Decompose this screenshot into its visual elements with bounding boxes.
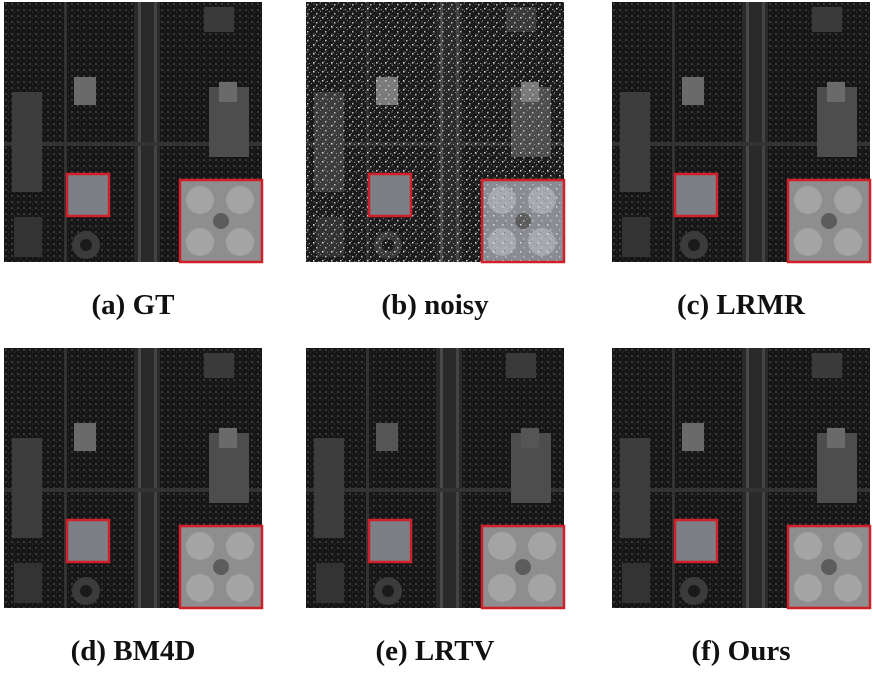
building xyxy=(219,82,237,102)
road-line xyxy=(440,348,443,608)
inset-center xyxy=(821,213,837,229)
inset-blob xyxy=(488,532,516,560)
caption: (e) LRTV xyxy=(376,635,495,667)
inset-blob xyxy=(834,228,862,256)
building xyxy=(827,428,845,448)
building xyxy=(682,77,704,105)
inset-blob xyxy=(834,532,862,560)
caption: (a) GT xyxy=(92,289,175,321)
inset-blob xyxy=(488,574,516,602)
building xyxy=(14,563,42,603)
image-panel xyxy=(612,2,870,262)
inset-blob xyxy=(186,574,214,602)
roundabout-center xyxy=(382,585,394,597)
region xyxy=(67,174,109,216)
road-line xyxy=(366,348,369,608)
building xyxy=(812,353,842,378)
road-line xyxy=(672,348,675,608)
inset-blob xyxy=(794,228,822,256)
building xyxy=(12,438,42,538)
road-line xyxy=(64,2,67,262)
road-line xyxy=(746,348,749,608)
road-line xyxy=(138,348,141,608)
caption: (c) LRMR xyxy=(677,289,806,321)
road-line xyxy=(762,348,765,608)
building xyxy=(682,423,704,451)
inset-center xyxy=(213,559,229,575)
caption: (b) noisy xyxy=(381,289,489,321)
road-line xyxy=(138,2,141,262)
building xyxy=(316,563,344,603)
building xyxy=(74,423,96,451)
page: {"panels": [ {"caption": "(a) GT"}, {"ca… xyxy=(0,0,873,674)
region xyxy=(675,174,717,216)
region xyxy=(67,520,109,562)
figure: (a) GT (b) noisy (c) LRMR (d) BM4D (e) LRTV (… xyxy=(0,0,873,674)
inset-blob xyxy=(226,574,254,602)
road-line xyxy=(762,2,765,262)
inset-blob xyxy=(794,186,822,214)
road-line xyxy=(746,2,749,262)
roundabout-center xyxy=(80,585,92,597)
inset-noise xyxy=(482,180,564,262)
building xyxy=(12,92,42,192)
inset-blob xyxy=(186,228,214,256)
inset-blob xyxy=(834,186,862,214)
building xyxy=(812,7,842,32)
region xyxy=(369,520,411,562)
building xyxy=(622,563,650,603)
building xyxy=(620,92,650,192)
building xyxy=(827,82,845,102)
inset-blob xyxy=(528,574,556,602)
inset-blob xyxy=(226,228,254,256)
image-panel xyxy=(612,348,870,608)
inset-center xyxy=(821,559,837,575)
inset-blob xyxy=(794,574,822,602)
image-panel xyxy=(306,348,564,608)
roundabout-center xyxy=(80,239,92,251)
inset-blob xyxy=(226,532,254,560)
building xyxy=(521,428,539,448)
inset-center xyxy=(213,213,229,229)
building xyxy=(622,217,650,257)
building xyxy=(620,438,650,538)
inset-blob xyxy=(226,186,254,214)
road-line xyxy=(64,348,67,608)
roundabout-center xyxy=(688,585,700,597)
inset-center xyxy=(515,559,531,575)
region xyxy=(369,174,411,216)
building xyxy=(204,353,234,378)
inset-blob xyxy=(186,186,214,214)
building xyxy=(506,353,536,378)
roundabout-center xyxy=(688,239,700,251)
image-panel xyxy=(4,2,262,262)
road-line xyxy=(672,2,675,262)
image-panel xyxy=(4,348,262,608)
building xyxy=(219,428,237,448)
inset-blob xyxy=(186,532,214,560)
building xyxy=(376,423,398,451)
road-line xyxy=(154,348,157,608)
building xyxy=(204,7,234,32)
building xyxy=(74,77,96,105)
building xyxy=(314,438,344,538)
inset-blob xyxy=(794,532,822,560)
road-line xyxy=(154,2,157,262)
caption: (d) BM4D xyxy=(71,635,196,667)
road-line xyxy=(456,348,459,608)
inset-blob xyxy=(528,532,556,560)
inset-blob xyxy=(834,574,862,602)
building xyxy=(14,217,42,257)
image-panel xyxy=(306,2,564,262)
caption: (f) Ours xyxy=(691,635,790,667)
region xyxy=(675,520,717,562)
